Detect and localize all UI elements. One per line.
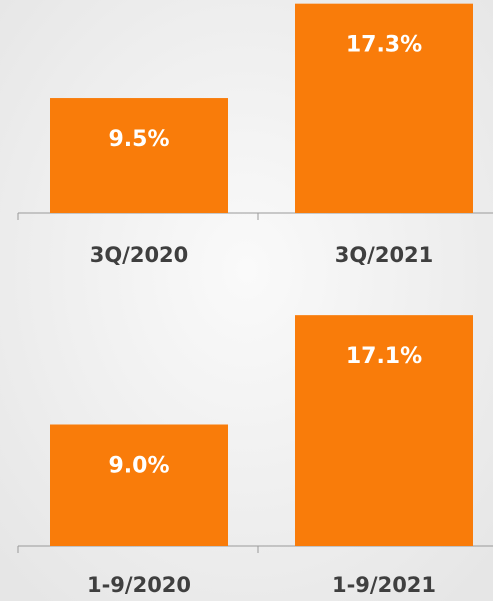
value-label: 9.5% [108,127,169,152]
x-tick-label: 1-9/2020 [87,573,191,597]
x-tick-label: 1-9/2021 [332,573,436,597]
bar [295,315,473,546]
x-tick-label: 3Q/2020 [90,243,189,267]
bar [295,3,473,214]
value-label: 17.1% [346,344,422,369]
value-label: 17.3% [346,33,422,58]
value-label: 9.0% [108,454,169,479]
bar [50,98,228,213]
x-tick-label: 3Q/2021 [335,243,434,267]
bar [50,424,228,546]
